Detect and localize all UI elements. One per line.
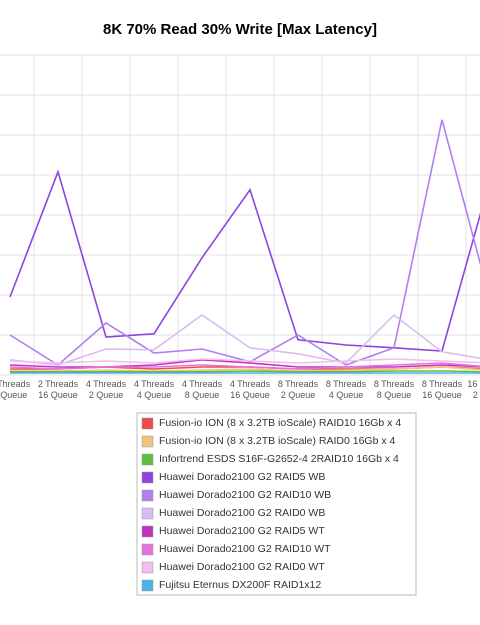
x-tick-label: 8 Threads 2 Queue xyxy=(278,379,319,400)
legend-label: Huawei Dorado2100 G2 RAID10 WT xyxy=(159,543,331,555)
x-tick-label-line: 8 Queue xyxy=(377,390,412,400)
legend-swatch xyxy=(141,489,154,502)
x-tick-label-line: 8 Threads xyxy=(422,379,463,389)
series-line xyxy=(9,119,480,366)
legend-swatch xyxy=(141,525,154,538)
series-line xyxy=(10,366,480,372)
chart-title: 8K 70% Read 30% Write [Max Latency] xyxy=(103,21,377,38)
legend-swatch xyxy=(141,471,154,484)
legend-label: Infortrend ESDS S16F-G2652-4 2RAID10 16G… xyxy=(159,453,399,465)
legend-label: Huawei Dorado2100 G2 RAID10 WB xyxy=(159,489,331,501)
legend-label: Fusion-io ION (8 x 3.2TB ioScale) RAID0 … xyxy=(159,435,396,447)
legend-swatch xyxy=(141,453,154,466)
x-tick-label-line: 8 Threads xyxy=(278,379,319,389)
x-tick-label: 2 Threads 16 Queue xyxy=(38,379,79,400)
x-tick-label-line: 8 Queue xyxy=(0,390,27,400)
series-line xyxy=(9,362,480,370)
x-tick-label-line: 16 Threads xyxy=(467,379,480,389)
series-line xyxy=(9,313,480,366)
x-tick-label-line: 4 Threads xyxy=(182,379,223,389)
x-tick-label-line: 16 Queue xyxy=(230,390,270,400)
x-tick-label-line: 2 Queue xyxy=(473,390,480,400)
legend-swatch xyxy=(141,417,154,430)
x-tick-label-line: 2 Threads xyxy=(0,379,31,389)
series-line xyxy=(10,370,480,373)
legend-swatch xyxy=(141,543,154,556)
x-tick-label: 4 Threads 2 Queue xyxy=(86,379,127,400)
legend-swatch xyxy=(141,561,154,574)
x-tick-label: 4 Threads 4 Queue xyxy=(134,379,175,400)
legend-label: Huawei Dorado2100 G2 RAID5 WT xyxy=(159,525,325,537)
x-tick-label-line: 8 Queue xyxy=(185,390,220,400)
x-tick-label-line: 2 Threads xyxy=(38,379,79,389)
legend-label: Huawei Dorado2100 G2 RAID0 WB xyxy=(159,507,325,519)
x-tick-label-line: 4 Threads xyxy=(86,379,127,389)
x-tick-label: 4 Threads 8 Queue xyxy=(182,379,223,400)
series-line xyxy=(9,169,480,352)
legend-swatch xyxy=(141,507,154,520)
x-tick-label-line: 4 Queue xyxy=(329,390,364,400)
x-tick-label: 8 Threads 8 Queue xyxy=(374,379,415,400)
x-tick-label-line: 16 Queue xyxy=(422,390,462,400)
x-tick-label: 4 Threads 16 Queue xyxy=(230,379,271,400)
x-tick-label: 8 Threads 16 Queue xyxy=(422,379,463,400)
legend-swatch xyxy=(141,579,154,592)
legend-box xyxy=(136,412,417,596)
x-tick-label-line: 4 Queue xyxy=(137,390,172,400)
legend-label: Fujitsu Eternus DX200F RAID1x12 xyxy=(159,579,321,591)
legend-swatch xyxy=(141,435,154,448)
legend-label: Fusion-io ION (8 x 3.2TB ioScale) RAID10… xyxy=(159,417,401,429)
x-tick-label-line: 8 Threads xyxy=(374,379,415,389)
x-tick-label-line: 4 Threads xyxy=(134,379,175,389)
legend-label: Huawei Dorado2100 G2 RAID5 WB xyxy=(159,471,325,483)
x-tick-label: 8 Threads 4 Queue xyxy=(326,379,367,400)
x-tick-label-line: 2 Queue xyxy=(89,390,124,400)
legend-label: Huawei Dorado2100 G2 RAID0 WT xyxy=(159,561,325,573)
x-tick-label-line: 2 Queue xyxy=(281,390,316,400)
series-line xyxy=(9,358,480,364)
x-tick-label-line: 4 Threads xyxy=(230,379,271,389)
x-tick-label-line: 8 Threads xyxy=(326,379,367,389)
x-tick-label-line: 16 Queue xyxy=(38,390,78,400)
